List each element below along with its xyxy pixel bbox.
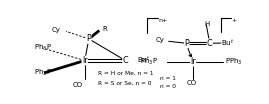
- Text: Ph$_3$P: Ph$_3$P: [34, 68, 52, 78]
- Text: Bu$^t$: Bu$^t$: [137, 54, 150, 65]
- Text: P: P: [87, 34, 91, 43]
- Text: Cy: Cy: [52, 27, 61, 33]
- Text: n = 0: n = 0: [160, 84, 176, 89]
- Text: Ir: Ir: [82, 56, 87, 65]
- Text: n+: n+: [159, 18, 168, 23]
- Text: Ir: Ir: [190, 57, 196, 66]
- Text: Bu$^t$: Bu$^t$: [221, 37, 235, 48]
- Text: P: P: [185, 39, 189, 48]
- Text: R: R: [102, 26, 107, 32]
- Text: C: C: [123, 56, 128, 65]
- Text: Ph$_3$P: Ph$_3$P: [140, 57, 158, 67]
- Text: H: H: [204, 21, 209, 27]
- Text: CO: CO: [187, 80, 197, 86]
- Text: Ph$_3$P: Ph$_3$P: [34, 43, 52, 53]
- Text: n = 1: n = 1: [160, 76, 176, 81]
- Text: PPh$_3$: PPh$_3$: [225, 57, 243, 67]
- Text: +: +: [231, 18, 236, 23]
- Text: CO: CO: [72, 82, 83, 88]
- Text: C: C: [207, 39, 213, 48]
- Text: R = H or Me, n = 1: R = H or Me, n = 1: [98, 70, 154, 75]
- Text: Cy: Cy: [156, 37, 165, 43]
- Text: R = S or Se, n = 0: R = S or Se, n = 0: [98, 81, 152, 86]
